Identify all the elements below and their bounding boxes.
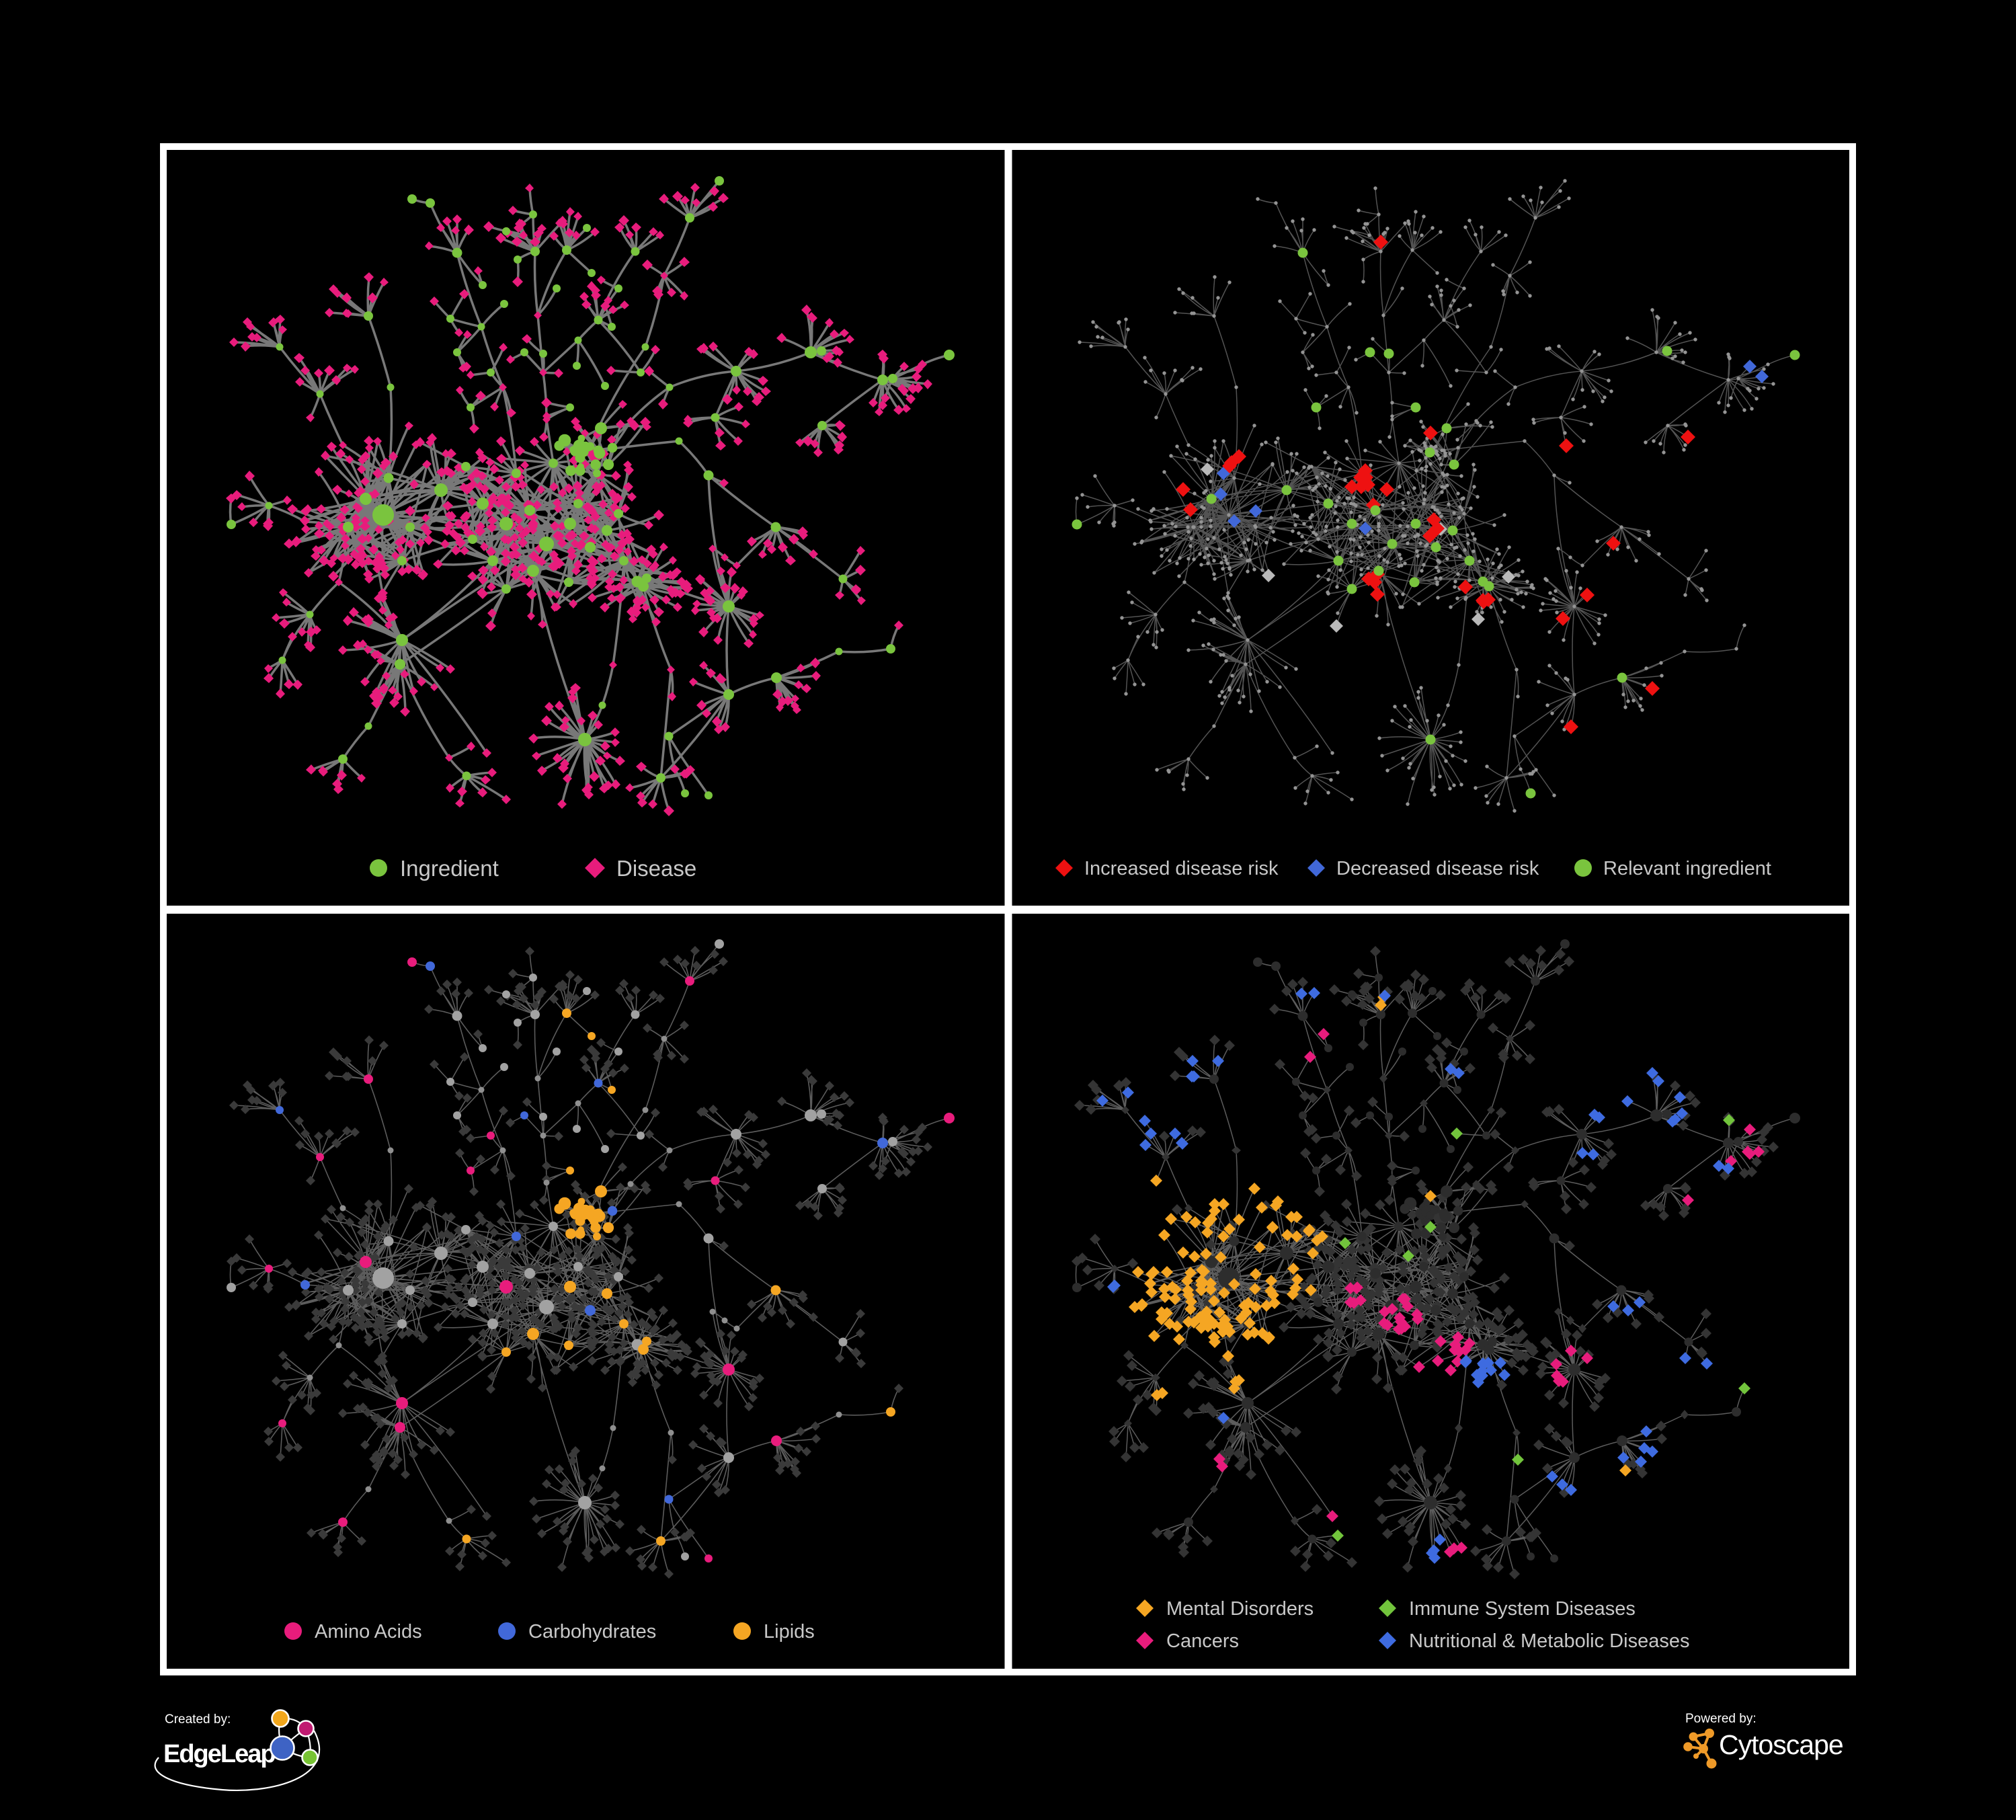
svg-text:Nutritional & Metabolic Diseas: Nutritional & Metabolic Diseases bbox=[1409, 1630, 1689, 1652]
svg-text:Mental Disorders: Mental Disorders bbox=[1166, 1598, 1314, 1620]
svg-text:Immune System Diseases: Immune System Diseases bbox=[1409, 1598, 1636, 1620]
svg-text:Disease: Disease bbox=[616, 856, 696, 881]
svg-text:Ingredient: Ingredient bbox=[400, 856, 499, 881]
svg-text:Relevant ingredient: Relevant ingredient bbox=[1603, 858, 1771, 879]
svg-text:Amino Acids: Amino Acids bbox=[315, 1621, 422, 1643]
svg-text:Cancers: Cancers bbox=[1166, 1630, 1239, 1652]
svg-text:Lipids: Lipids bbox=[764, 1621, 815, 1643]
svg-text:Created by:: Created by: bbox=[165, 1712, 231, 1727]
svg-text:EdgeLeap: EdgeLeap bbox=[163, 1740, 275, 1768]
svg-text:Increased disease risk: Increased disease risk bbox=[1084, 858, 1279, 879]
svg-text:Carbohydrates: Carbohydrates bbox=[528, 1621, 656, 1643]
svg-text:Cytoscape: Cytoscape bbox=[1719, 1729, 1843, 1760]
svg-text:Decreased disease risk: Decreased disease risk bbox=[1336, 858, 1539, 879]
svg-text:Powered by:: Powered by: bbox=[1685, 1712, 1757, 1726]
